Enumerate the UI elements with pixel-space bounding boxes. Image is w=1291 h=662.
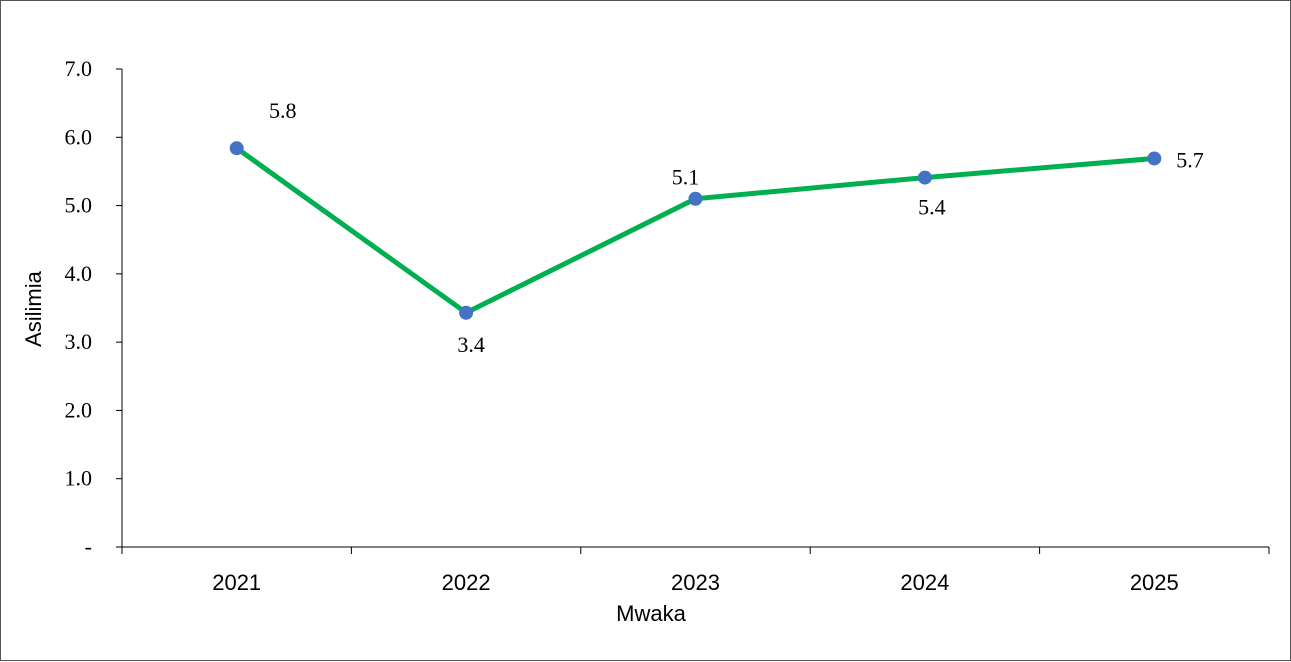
y-tick-label: 5.0	[65, 193, 93, 218]
y-tick-label: 6.0	[65, 124, 93, 149]
data-point-marker	[229, 141, 244, 156]
data-point-marker	[459, 305, 474, 320]
data-label: 5.4	[918, 195, 946, 220]
data-label: 5.1	[672, 165, 700, 190]
data-point-marker	[688, 191, 703, 206]
x-tick-label: 2025	[1130, 570, 1179, 595]
y-tick-label: 3.0	[65, 329, 93, 354]
x-axis-title: Mwaka	[616, 601, 686, 626]
x-tick-label: 2023	[671, 570, 720, 595]
y-axis-title: Asilimia	[21, 270, 46, 347]
y-tick-label: 7.0	[65, 56, 93, 81]
y-tick-label: 4.0	[65, 261, 93, 286]
x-tick-label: 2021	[212, 570, 261, 595]
x-tick-label: 2024	[900, 570, 949, 595]
x-tick-label: 2022	[442, 570, 491, 595]
data-point-marker	[917, 170, 932, 185]
y-tick-label: -	[85, 534, 92, 559]
data-label: 5.7	[1176, 147, 1204, 172]
data-labels: 5.8 3.4 5.1 5.4 5.7	[269, 98, 1204, 357]
data-label: 5.8	[269, 98, 297, 123]
data-point-marker	[1147, 151, 1162, 166]
series-group	[229, 141, 1162, 320]
y-axis: - 1.0 2.0 3.0 4.0 5.0 6.0 7.0	[65, 56, 123, 559]
y-tick-label: 1.0	[65, 466, 93, 491]
x-axis: 2021 2022 2023 2024 2025	[121, 546, 1270, 595]
y-tick-label: 2.0	[65, 397, 93, 422]
data-label: 3.4	[457, 332, 485, 357]
